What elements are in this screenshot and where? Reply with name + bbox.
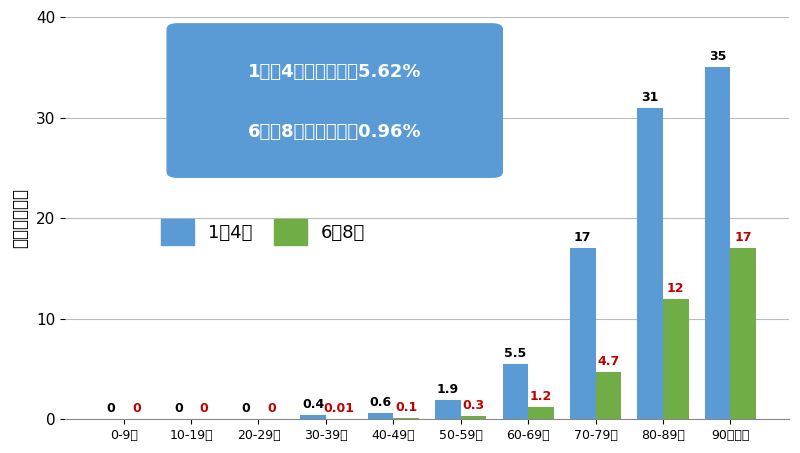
Text: 0: 0 (242, 402, 250, 415)
Text: 1.2: 1.2 (530, 390, 552, 403)
Text: 4.7: 4.7 (598, 355, 619, 368)
Legend: 1～4月, 6～8月: 1～4月, 6～8月 (161, 219, 366, 245)
Bar (461, 416, 486, 419)
Text: 12: 12 (667, 281, 685, 294)
Text: 0.01: 0.01 (323, 402, 354, 415)
Text: 35: 35 (709, 50, 726, 63)
Bar (730, 248, 756, 419)
Text: 1.9: 1.9 (437, 383, 459, 396)
Text: 5.5: 5.5 (504, 347, 526, 360)
Text: 17: 17 (734, 231, 752, 244)
Text: 17: 17 (574, 231, 591, 244)
Bar (638, 107, 663, 419)
Bar (705, 67, 730, 419)
Bar (595, 372, 621, 419)
Text: 0: 0 (199, 402, 208, 415)
Bar (570, 248, 595, 419)
Text: 0: 0 (106, 402, 115, 415)
Text: 0.3: 0.3 (462, 399, 485, 412)
Bar (368, 413, 394, 419)
Text: 0: 0 (267, 402, 276, 415)
Bar (394, 418, 419, 419)
Bar (435, 400, 461, 419)
Bar (502, 364, 528, 419)
Text: 0: 0 (174, 402, 182, 415)
Text: 31: 31 (642, 91, 659, 104)
Text: 1月～4月の致死率：5.62%: 1月～4月の致死率：5.62% (248, 63, 422, 81)
Text: 0.4: 0.4 (302, 398, 324, 411)
Bar (528, 407, 554, 419)
Text: 0: 0 (132, 402, 141, 415)
FancyBboxPatch shape (166, 23, 503, 178)
Text: 0.1: 0.1 (395, 401, 418, 414)
Y-axis label: 致死率（％）: 致死率（％） (11, 188, 29, 248)
Bar (663, 299, 689, 419)
Text: 0.6: 0.6 (370, 396, 391, 409)
Bar (300, 415, 326, 419)
Text: 6月～8月の致死率：0.96%: 6月～8月の致死率：0.96% (248, 123, 422, 141)
